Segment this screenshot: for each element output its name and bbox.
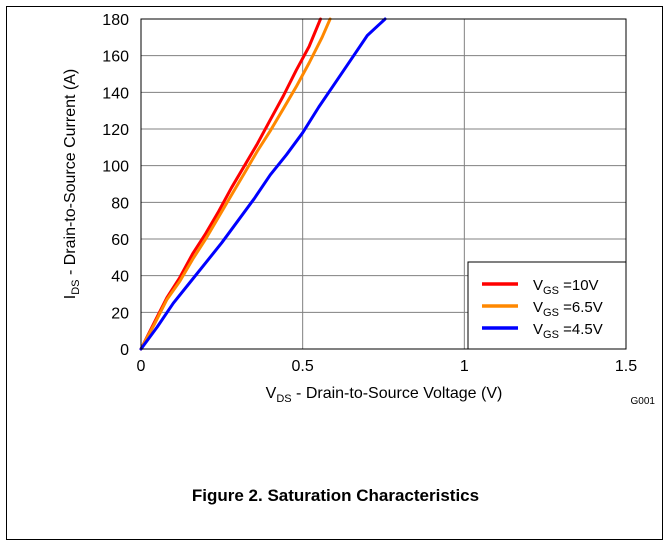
legend-label-0: VGS =10V [533,277,599,297]
series-line-2 [139,17,387,351]
y-tick-label: 80 [111,195,129,212]
y-tick-label: 160 [102,49,129,66]
legend-label-1: VGS =6.5V [533,299,603,319]
y-tick-label: 180 [102,12,129,29]
x-tick-label: 1 [460,358,469,375]
y-tick-label: 120 [102,122,129,139]
legend-label-2: VGS =4.5V [533,321,603,341]
y-tick-label: 20 [111,305,129,322]
figure-frame [6,6,663,540]
x-tick-label: 0 [137,358,146,375]
y-tick-label: 100 [102,159,129,176]
tick-labels: 0 20 40 60 80 100 120 140 160 180 0 0.5 1 1.5 [102,12,637,375]
figure-caption: Figure 2. Saturation Characteristics [191,486,480,505]
plot-area [140,18,627,350]
series-lines [139,17,387,351]
figure-code: G001 [631,396,656,407]
y-axis-label: IDS - Drain-to-Source Current (A) [62,69,82,299]
y-tick-label: 140 [102,85,129,102]
series-line-1 [139,17,332,351]
y-tick-label: 60 [111,232,129,249]
x-axis-label: VDS - Drain-to-Source Voltage (V) [266,385,503,405]
x-tick-label: 0.5 [292,358,314,375]
y-tick-label: 0 [120,342,129,359]
x-tick-label: 1.5 [615,358,637,375]
y-tick-label: 40 [111,269,129,286]
